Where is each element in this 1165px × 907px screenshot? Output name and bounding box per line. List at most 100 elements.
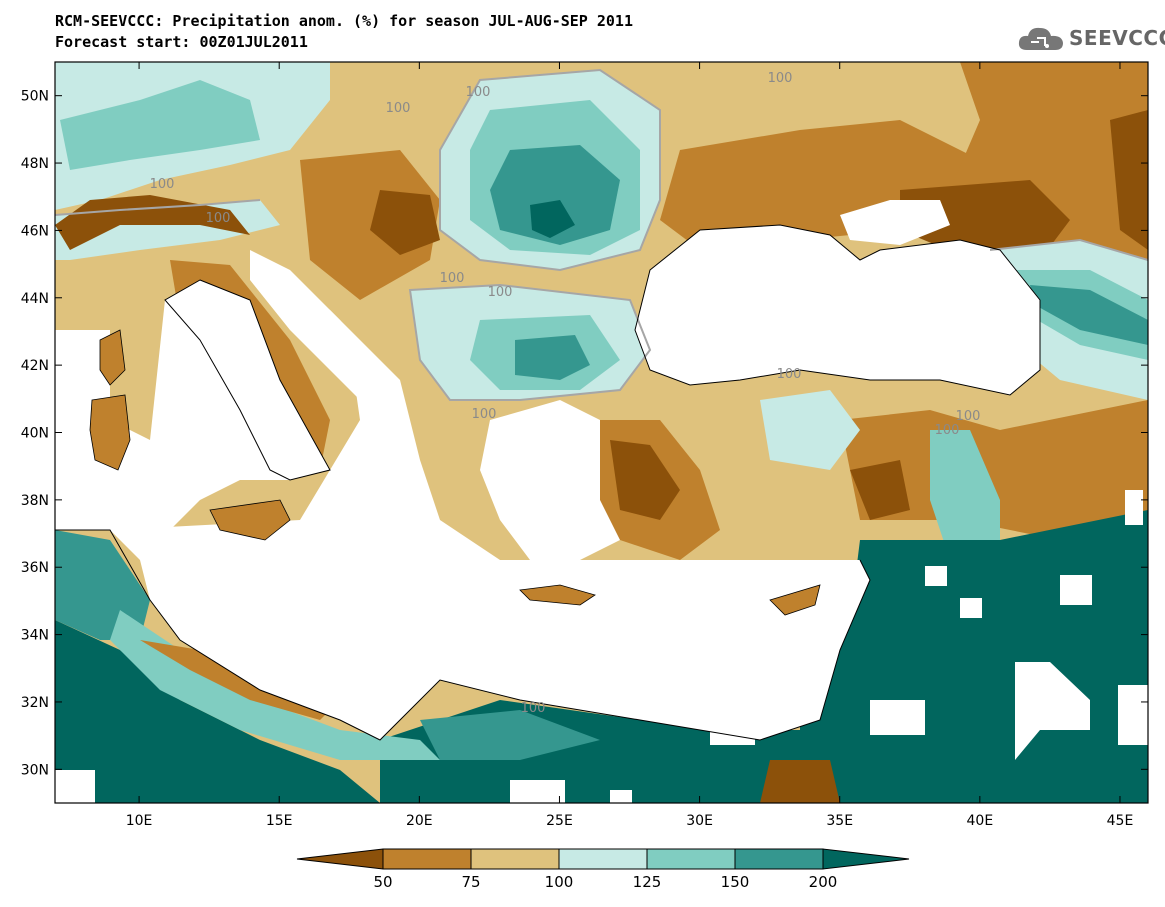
turkey-wet-strip [930,430,1000,560]
contour-label: 100 [935,423,960,438]
contour-label: 100 [768,71,793,86]
x-tick-label: 30E [686,813,713,829]
carpathian-wet-peak [530,200,575,238]
carpathian-wet-core [490,145,620,245]
sea-black [635,225,1040,395]
nodata-patch [1125,490,1143,525]
colorbar-box [734,848,824,870]
caucasus-wet-core [1030,285,1148,345]
nodata-patch [960,598,982,618]
nodata-patch [510,780,565,803]
contour-label: 100 [440,271,465,286]
nodata-patch [1015,662,1090,760]
sea-azov [840,200,950,245]
sea-central-med [110,240,870,740]
egypt-wet-mid [420,710,600,760]
colorbar-min-arrow [296,848,384,870]
dry-east-turkey [840,400,1148,560]
contour-label: 100 [488,285,513,300]
island-crete [519,584,596,606]
balkan-wet-core [515,335,590,380]
nodata-patch [870,700,925,735]
coastline-north-africa [55,529,871,741]
colorbar [296,848,910,870]
x-axis: 10E 15E 20E 25E 30E 35E 40E 45E [126,62,1134,829]
y-tick-label: 32N [21,695,49,711]
y-axis: 50N 48N 46N 44N 42N 40N 38N 36N 34N 32N 30N [21,89,1148,778]
y-tick-label: 36N [21,560,49,576]
colorbar-box [646,848,736,870]
nodata-patch [1118,685,1148,745]
sea-aegean [480,400,620,560]
libya-coast-wet [110,610,440,760]
y-tick-label: 44N [21,291,49,307]
colorbar-label: 50 [373,873,393,891]
colorbar-max-arrow [822,848,910,870]
colorbar-label: 100 [544,873,574,891]
colorbar-box [558,848,648,870]
y-tick-label: 30N [21,762,49,778]
forecast-start: Forecast start: 00Z01JUL2011 [55,33,308,51]
dry-central-europe [300,150,440,300]
nodata-patch [55,770,95,803]
x-tick-label: 20E [406,813,433,829]
x-tick-label: 35E [826,813,853,829]
contour-label: 100 [956,409,981,424]
seevccc-logo: SEEVCCC [1017,24,1165,52]
x-tick-label: 45E [1107,813,1134,829]
colorbar-box [382,848,472,870]
alps-wet-core [60,80,260,170]
dry-hungary-core [370,190,440,255]
island-corsica [99,329,126,386]
cloud-logo-icon [1018,27,1063,50]
x-tick-label: 15E [266,813,293,829]
tunisia-wet [55,530,150,640]
x-tick-label: 40E [967,813,994,829]
island-sardinia [89,394,131,471]
island-sicily [209,499,291,541]
dry-ural-strip [1110,110,1148,250]
contour-label: 100 [206,211,231,226]
x-tick-label: 25E [546,813,573,829]
contour-line [439,68,661,272]
contour-label: 100 [150,177,175,192]
contour-line [408,283,652,401]
contour-label: 100 [777,367,802,382]
contour-line [55,199,261,216]
contour-line [989,238,1148,261]
x-tick-label: 10E [126,813,153,829]
nodata-patch [925,566,947,586]
contour-label: 100 [386,101,411,116]
colorbar-box [470,848,560,870]
sea-tyrrhenian-west [55,280,330,530]
y-tick-label: 40N [21,426,49,442]
colorbar-label: 150 [720,873,750,891]
y-tick-label: 34N [21,628,49,644]
y-tick-label: 38N [21,493,49,509]
nodata-patch [610,790,632,803]
dry-west-turkey-core [610,440,680,520]
turkey-wet-central [760,390,860,470]
colorbar-label: 75 [461,873,481,891]
y-tick-label: 46N [21,223,49,239]
chart-title: RCM-SEEVCCC: Precipitation anom. (%) for… [55,12,633,30]
y-tick-label: 48N [21,156,49,172]
dry-n-italy [55,195,250,250]
colorbar-label: 125 [632,873,662,891]
sea-adriatic [250,250,400,420]
y-tick-label: 50N [21,89,49,105]
contour-labels: 100 100 100 100 100 100 100 100 100 100 … [150,71,981,716]
dry-east-turkey-core [850,460,910,520]
logo-text: SEEVCCC [1069,26,1165,50]
y-tick-label: 42N [21,358,49,374]
nodata-patch [1060,575,1092,605]
coastline-black-sea [634,224,1041,396]
contour-label: 100 [472,407,497,422]
sinai-dry [760,760,840,803]
contour-label: 100 [521,701,546,716]
contour-label: 100 [466,85,491,100]
colorbar-label: 200 [808,873,838,891]
coastline-italy [164,279,331,481]
island-cyprus [769,584,821,616]
